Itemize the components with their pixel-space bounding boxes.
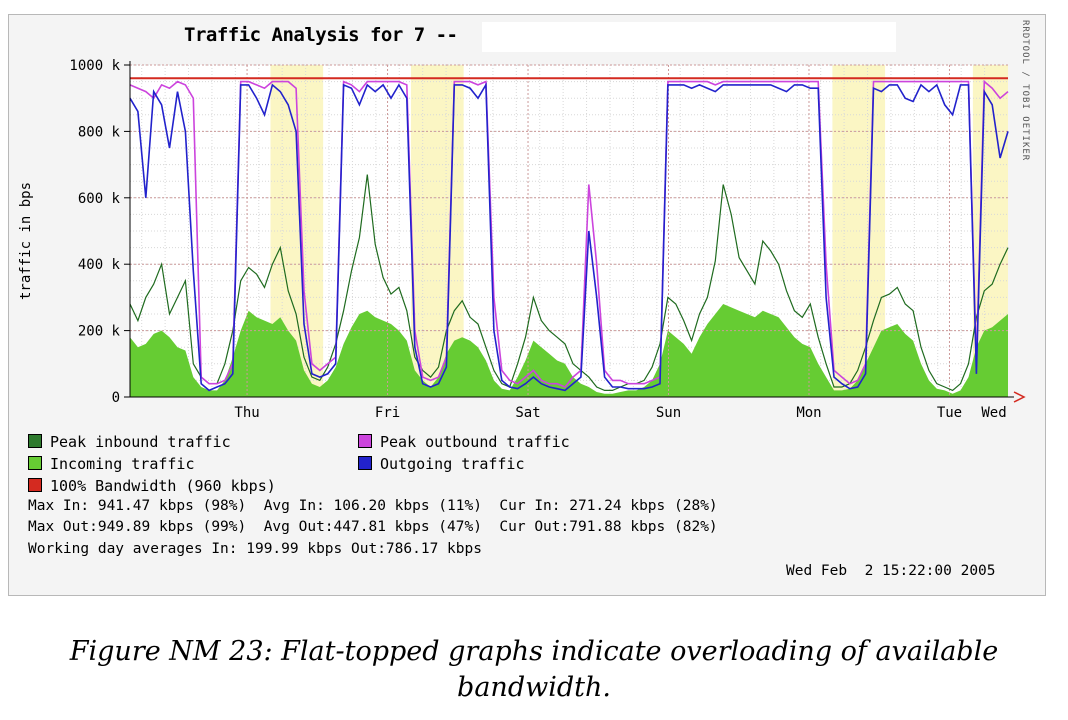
legend-bandwidth: 100% Bandwidth (960 kbps)	[28, 477, 276, 495]
chart-title: Traffic Analysis for 7 --	[184, 24, 458, 46]
legend-peak-outbound: Peak outbound traffic	[358, 433, 570, 451]
legend-peak-inbound: Peak inbound traffic	[28, 433, 231, 451]
legend-swatch-bandwidth	[28, 478, 42, 492]
series-outgoing-line	[129, 82, 1009, 392]
redacted-area	[482, 22, 896, 52]
x-tick-label: Sat	[515, 405, 540, 421]
legend-label-peak-inbound: Peak inbound traffic	[50, 433, 231, 451]
legend-outgoing: Outgoing traffic	[358, 455, 525, 473]
timestamp: Wed Feb 2 15:22:00 2005	[786, 563, 996, 579]
figure-caption: Figure NM 23: Flat-topped graphs indicat…	[69, 636, 999, 703]
y-tick-label: 1000 k	[69, 58, 120, 74]
legend-swatch-outgoing	[358, 456, 372, 470]
y-tick-label: 200 k	[78, 324, 121, 340]
legend-swatch-peak-inbound	[28, 434, 42, 448]
series-peak-outbound-line	[129, 79, 1009, 388]
traffic-plot: 0 200 k 400 k 600 k 800 k 1000 k Thu Fri Sat Sun M…	[69, 58, 1026, 421]
y-tick-label: 800 k	[78, 124, 121, 140]
y-tick-label: 0	[112, 390, 120, 406]
series-peak-inbound-line	[129, 174, 1009, 392]
stats-line-max-in: Max In: 941.47 kbps (98%) Avg In: 106.20…	[28, 498, 718, 514]
legend-swatch-peak-outbound	[358, 434, 372, 448]
y-tick-label: 400 k	[78, 257, 121, 273]
stats-line-working-day: Working day averages In: 199.99 kbps Out…	[28, 541, 482, 557]
x-axis-arrow	[1013, 391, 1026, 403]
legend-swatch-incoming	[28, 456, 42, 470]
legend-label-incoming: Incoming traffic	[50, 455, 195, 473]
stats-line-max-out: Max Out:949.89 kbps (99%) Avg Out:447.81…	[28, 519, 718, 535]
x-tick-label: Thu	[234, 405, 259, 421]
series-incoming-area	[130, 304, 1008, 397]
x-tick-label: Fri	[375, 405, 400, 421]
legend-label-outgoing: Outgoing traffic	[380, 455, 525, 473]
x-tick-label: Sun	[656, 405, 681, 421]
legend-label-peak-outbound: Peak outbound traffic	[380, 433, 570, 451]
legend-incoming: Incoming traffic	[28, 455, 195, 473]
x-tick-label: Tue	[937, 405, 962, 421]
y-tick-label: 600 k	[78, 191, 121, 207]
x-tick-label: Wed	[981, 405, 1006, 421]
x-tick-label: Mon	[796, 405, 821, 421]
legend-label-bandwidth: 100% Bandwidth (960 kbps)	[50, 477, 276, 495]
